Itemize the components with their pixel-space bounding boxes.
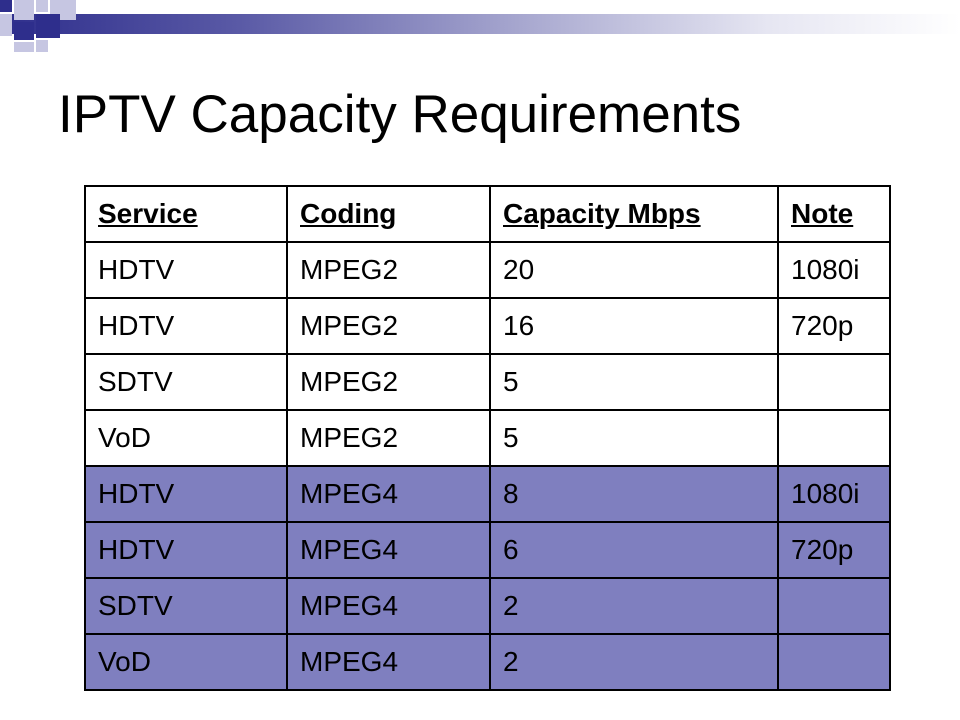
cell-coding: MPEG2 xyxy=(286,409,491,467)
table-row: HDTV MPEG4 8 1080i xyxy=(84,465,891,523)
cell-service: VoD xyxy=(84,633,288,691)
table-row: VoD MPEG2 5 xyxy=(84,409,891,467)
cell-capacity: 20 xyxy=(489,241,779,299)
cell-service: SDTV xyxy=(84,353,288,411)
deco-square xyxy=(36,40,48,52)
cell-service: HDTV xyxy=(84,297,288,355)
cell-capacity: 5 xyxy=(489,353,779,411)
cell-note: 720p xyxy=(777,521,891,579)
cell-note: 1080i xyxy=(777,465,891,523)
cell-capacity: 5 xyxy=(489,409,779,467)
deco-square xyxy=(14,22,34,40)
deco-square xyxy=(36,0,48,12)
decorative-gradient-bar xyxy=(0,14,960,34)
cell-service: HDTV xyxy=(84,241,288,299)
cell-service: VoD xyxy=(84,409,288,467)
table-row: VoD MPEG4 2 xyxy=(84,633,891,691)
cell-coding: MPEG2 xyxy=(286,241,491,299)
cell-note: 720p xyxy=(777,297,891,355)
cell-coding: MPEG4 xyxy=(286,465,491,523)
cell-note xyxy=(777,353,891,411)
cell-capacity: 16 xyxy=(489,297,779,355)
decorative-squares xyxy=(0,0,80,52)
table-row: HDTV MPEG4 6 720p xyxy=(84,521,891,579)
cell-note xyxy=(777,409,891,467)
table-row: SDTV MPEG4 2 xyxy=(84,577,891,635)
cell-capacity: 6 xyxy=(489,521,779,579)
table-row: HDTV MPEG2 16 720p xyxy=(84,297,891,355)
deco-square xyxy=(36,14,60,38)
deco-square xyxy=(0,14,12,36)
cell-coding: MPEG2 xyxy=(286,297,491,355)
cell-note: 1080i xyxy=(777,241,891,299)
cell-service: SDTV xyxy=(84,577,288,635)
cell-capacity: 2 xyxy=(489,577,779,635)
deco-square xyxy=(0,0,12,12)
header-service: Service xyxy=(84,185,288,243)
header-coding: Coding xyxy=(286,185,491,243)
table-row: SDTV MPEG2 5 xyxy=(84,353,891,411)
cell-note xyxy=(777,633,891,691)
cell-coding: MPEG4 xyxy=(286,577,491,635)
cell-note xyxy=(777,577,891,635)
cell-coding: MPEG4 xyxy=(286,521,491,579)
deco-square xyxy=(14,42,34,52)
slide-title: IPTV Capacity Requirements xyxy=(58,85,742,144)
cell-coding: MPEG2 xyxy=(286,353,491,411)
cell-capacity: 8 xyxy=(489,465,779,523)
table-row: HDTV MPEG2 20 1080i xyxy=(84,241,891,299)
deco-square xyxy=(14,0,34,20)
cell-service: HDTV xyxy=(84,465,288,523)
cell-coding: MPEG4 xyxy=(286,633,491,691)
cell-service: HDTV xyxy=(84,521,288,579)
cell-capacity: 2 xyxy=(489,633,779,691)
table-header-row: Service Coding Capacity Mbps Note xyxy=(84,185,891,243)
header-capacity: Capacity Mbps xyxy=(489,185,779,243)
header-note: Note xyxy=(777,185,891,243)
capacity-table: Service Coding Capacity Mbps Note HDTV M… xyxy=(84,185,891,691)
